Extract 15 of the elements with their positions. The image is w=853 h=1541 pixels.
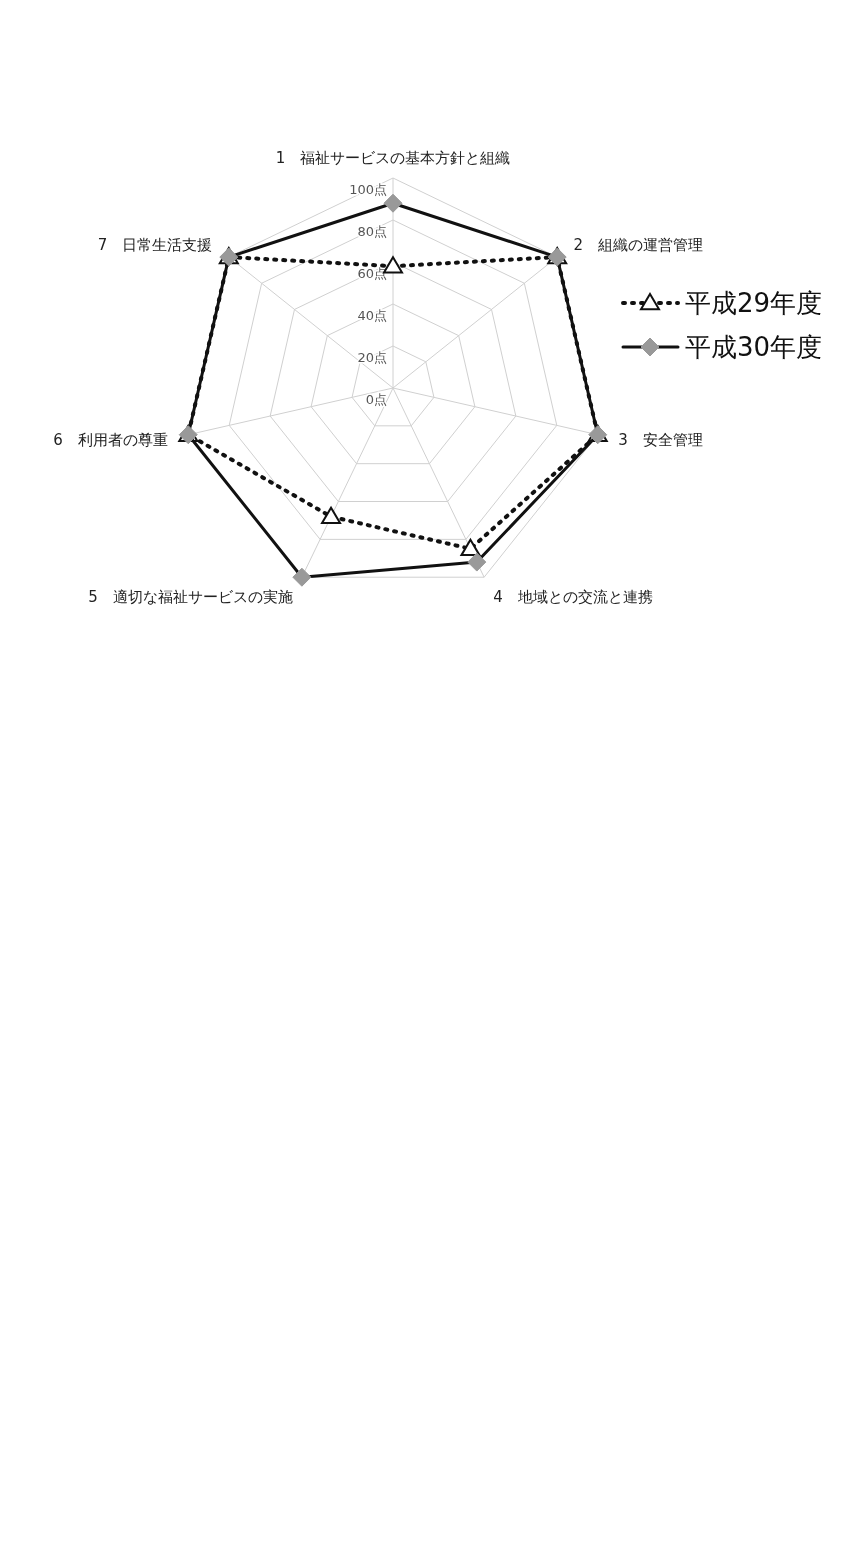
spoke-label: 5 適切な福祉サービスの実施	[88, 588, 293, 607]
y-tick-label: 20点	[357, 350, 387, 365]
spoke-label: 3 安全管理	[618, 431, 703, 450]
spoke-label: 7 日常生活支援	[97, 235, 213, 254]
y-tick-label: 0点	[365, 392, 387, 407]
spoke-label: 2 組織の運営管理	[573, 235, 704, 254]
y-tick-label: 80点	[357, 224, 387, 239]
y-tick-label: 100点	[349, 182, 387, 197]
y-tick-label: 60点	[357, 266, 387, 281]
spoke-label: 1 福祉サービスの基本方針と組織	[275, 149, 511, 167]
spoke-label: 6 利用者の尊重	[53, 431, 168, 450]
y-tick-label: 40点	[357, 308, 387, 323]
legend-label: 平成29年度	[685, 288, 823, 318]
spoke-label: 4 地域との交流と連携	[493, 588, 653, 607]
legend-label: 平成30年度	[685, 332, 823, 362]
